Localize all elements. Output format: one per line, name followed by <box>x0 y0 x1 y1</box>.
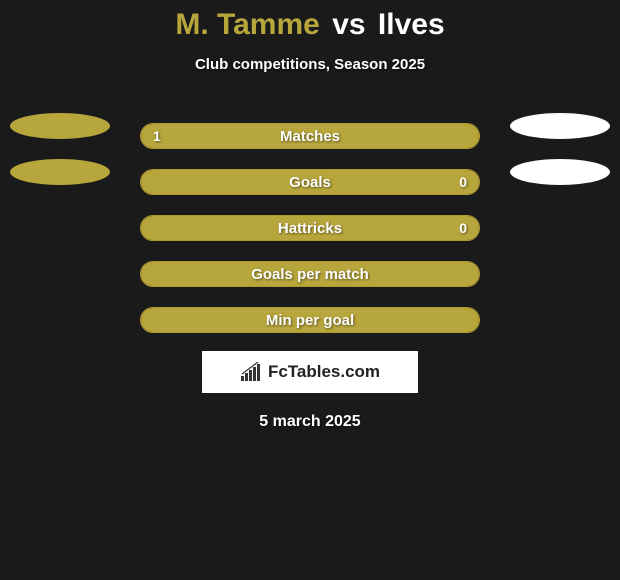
stat-row: Hattricks0 <box>0 205 620 251</box>
team-name: Ilves <box>378 8 445 41</box>
stat-bar: Matches1 <box>140 123 480 149</box>
logo-text: FcTables.com <box>268 362 380 382</box>
infographic-container: M. Tamme vs Ilves Club competitions, Sea… <box>0 0 620 431</box>
stat-label: Matches <box>141 124 479 148</box>
stat-row: Matches1 <box>0 113 620 159</box>
subtitle: Club competitions, Season 2025 <box>0 56 620 73</box>
ellipse-left <box>10 159 110 185</box>
stat-label: Goals <box>141 170 479 194</box>
player-name: M. Tamme <box>175 8 319 41</box>
stat-label: Hattricks <box>141 216 479 240</box>
stat-row: Goals0 <box>0 159 620 205</box>
stat-bar: Goals0 <box>140 169 480 195</box>
bar-chart-icon <box>240 362 264 382</box>
stat-bar: Hattricks0 <box>140 215 480 241</box>
ellipse-right <box>510 159 610 185</box>
stat-value-right: 0 <box>459 170 467 194</box>
stat-bar: Min per goal <box>140 307 480 333</box>
stat-label: Min per goal <box>141 308 479 332</box>
ellipse-left <box>10 113 110 139</box>
stat-rows: Matches1Goals0Hattricks0Goals per matchM… <box>0 113 620 343</box>
ellipse-right <box>510 113 610 139</box>
stat-value-left: 1 <box>153 124 161 148</box>
vs-text: vs <box>332 8 365 42</box>
stat-label: Goals per match <box>141 262 479 286</box>
stat-row: Goals per match <box>0 251 620 297</box>
stat-value-right: 0 <box>459 216 467 240</box>
logo-inner: FcTables.com <box>240 362 380 382</box>
stat-row: Min per goal <box>0 297 620 343</box>
date: 5 march 2025 <box>0 413 620 431</box>
logo-box[interactable]: FcTables.com <box>202 351 418 393</box>
stat-bar: Goals per match <box>140 261 480 287</box>
title: M. Tamme vs Ilves <box>0 8 620 42</box>
